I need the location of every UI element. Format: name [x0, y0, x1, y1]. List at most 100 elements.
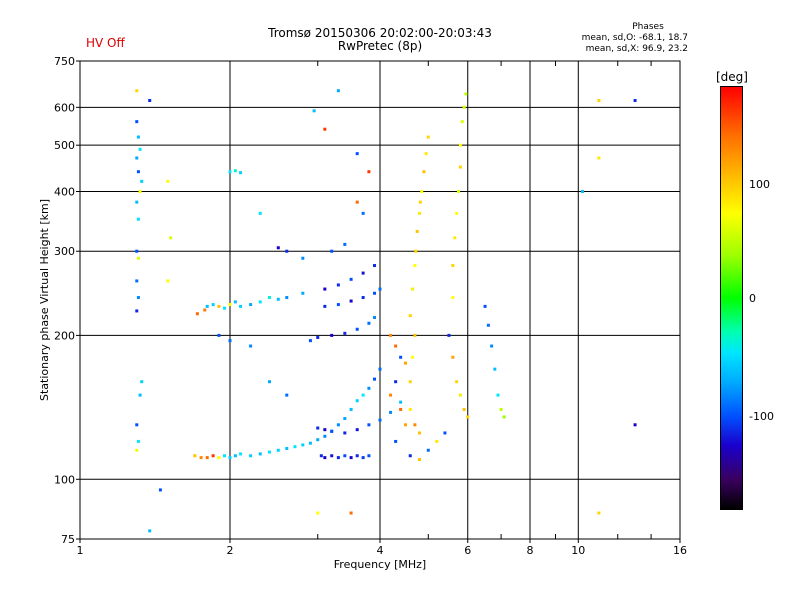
data-point — [330, 454, 334, 458]
data-point — [355, 399, 359, 403]
data-point — [316, 438, 320, 442]
data-point — [316, 335, 320, 339]
colorbar-unit: [deg] — [716, 70, 748, 84]
data-point — [323, 428, 327, 432]
data-point — [316, 511, 320, 515]
data-point — [458, 143, 462, 147]
data-point — [462, 407, 466, 411]
colorbar-tick-100: 100 — [749, 178, 770, 191]
data-point — [399, 355, 403, 359]
data-point — [323, 127, 327, 131]
data-point — [323, 304, 327, 308]
data-point — [394, 380, 398, 384]
data-point — [228, 339, 232, 343]
data-point — [378, 418, 382, 422]
data-point — [453, 236, 457, 240]
data-point — [135, 156, 139, 160]
data-point — [148, 99, 152, 103]
y-tick-label: 500 — [54, 139, 75, 152]
data-point — [447, 333, 451, 337]
data-point — [493, 367, 497, 371]
data-point — [457, 189, 461, 193]
data-points — [135, 89, 637, 533]
data-point — [496, 393, 500, 397]
data-point — [323, 287, 327, 291]
y-tick-label: 200 — [54, 329, 75, 342]
data-point — [502, 415, 506, 419]
data-point — [418, 200, 422, 204]
data-point — [460, 120, 464, 124]
data-point — [349, 407, 353, 411]
chart-title: Tromsø 20150306 20:02:00-20:03:43 — [268, 26, 492, 40]
data-point — [336, 303, 340, 307]
data-point — [355, 200, 359, 204]
data-point — [228, 170, 232, 174]
data-point — [361, 296, 365, 300]
data-point — [349, 277, 353, 281]
data-point — [301, 291, 305, 295]
data-point — [138, 189, 142, 193]
data-point — [361, 456, 365, 460]
data-point — [355, 327, 359, 331]
data-point — [249, 344, 253, 348]
data-point — [349, 511, 353, 515]
colorbar-tick-0: 0 — [749, 292, 756, 305]
x-tick-labels: 1 2 4 6 8 10 16 — [77, 539, 687, 557]
data-point — [166, 279, 170, 283]
data-point — [205, 456, 209, 460]
data-point — [343, 417, 347, 421]
data-point — [228, 456, 232, 460]
data-point — [135, 120, 139, 124]
data-point — [417, 457, 421, 461]
data-point — [319, 454, 323, 458]
data-point — [466, 415, 470, 419]
data-point — [373, 377, 377, 381]
data-point — [135, 448, 139, 452]
data-point — [135, 309, 139, 313]
x-tick-label: 2 — [227, 544, 234, 557]
y-tick-labels: 75 100 200 300 400 500 600 750 — [54, 55, 80, 546]
data-point — [211, 454, 215, 458]
data-point — [258, 211, 262, 215]
data-point — [267, 296, 271, 300]
data-point — [355, 428, 359, 432]
data-point — [451, 264, 455, 268]
data-point — [217, 304, 221, 308]
data-point — [451, 355, 455, 359]
data-point — [301, 443, 305, 447]
data-point — [312, 109, 316, 113]
data-point — [486, 323, 490, 327]
data-point — [249, 454, 253, 458]
data-point — [355, 454, 359, 458]
hv-status: HV Off — [86, 36, 125, 50]
data-point — [408, 454, 412, 458]
data-point — [135, 200, 139, 204]
data-point — [205, 304, 209, 308]
data-point — [276, 246, 280, 250]
data-point — [343, 331, 347, 335]
data-point — [373, 264, 377, 268]
x-tick-label: 4 — [377, 544, 384, 557]
data-point — [633, 423, 637, 427]
y-tick-label: 75 — [61, 533, 75, 546]
colorbar-tick-minus-100: -100 — [749, 410, 774, 423]
data-point — [483, 304, 487, 308]
data-point — [378, 287, 382, 291]
data-point — [276, 448, 280, 452]
stats-o-mode: mean, sd,O: -68.1, 18.7 — [581, 33, 688, 43]
data-point — [422, 170, 426, 174]
data-point — [597, 156, 601, 160]
data-point — [285, 393, 289, 397]
data-point — [308, 441, 312, 445]
data-point — [136, 217, 140, 221]
data-point — [367, 170, 371, 174]
data-point — [223, 454, 227, 458]
data-point — [389, 410, 393, 414]
x-tick-label: 6 — [464, 544, 471, 557]
data-point — [426, 448, 430, 452]
data-point — [408, 407, 412, 411]
data-point — [367, 321, 371, 325]
x-tick-label: 8 — [527, 544, 534, 557]
data-point — [267, 380, 271, 384]
data-point — [403, 423, 407, 427]
